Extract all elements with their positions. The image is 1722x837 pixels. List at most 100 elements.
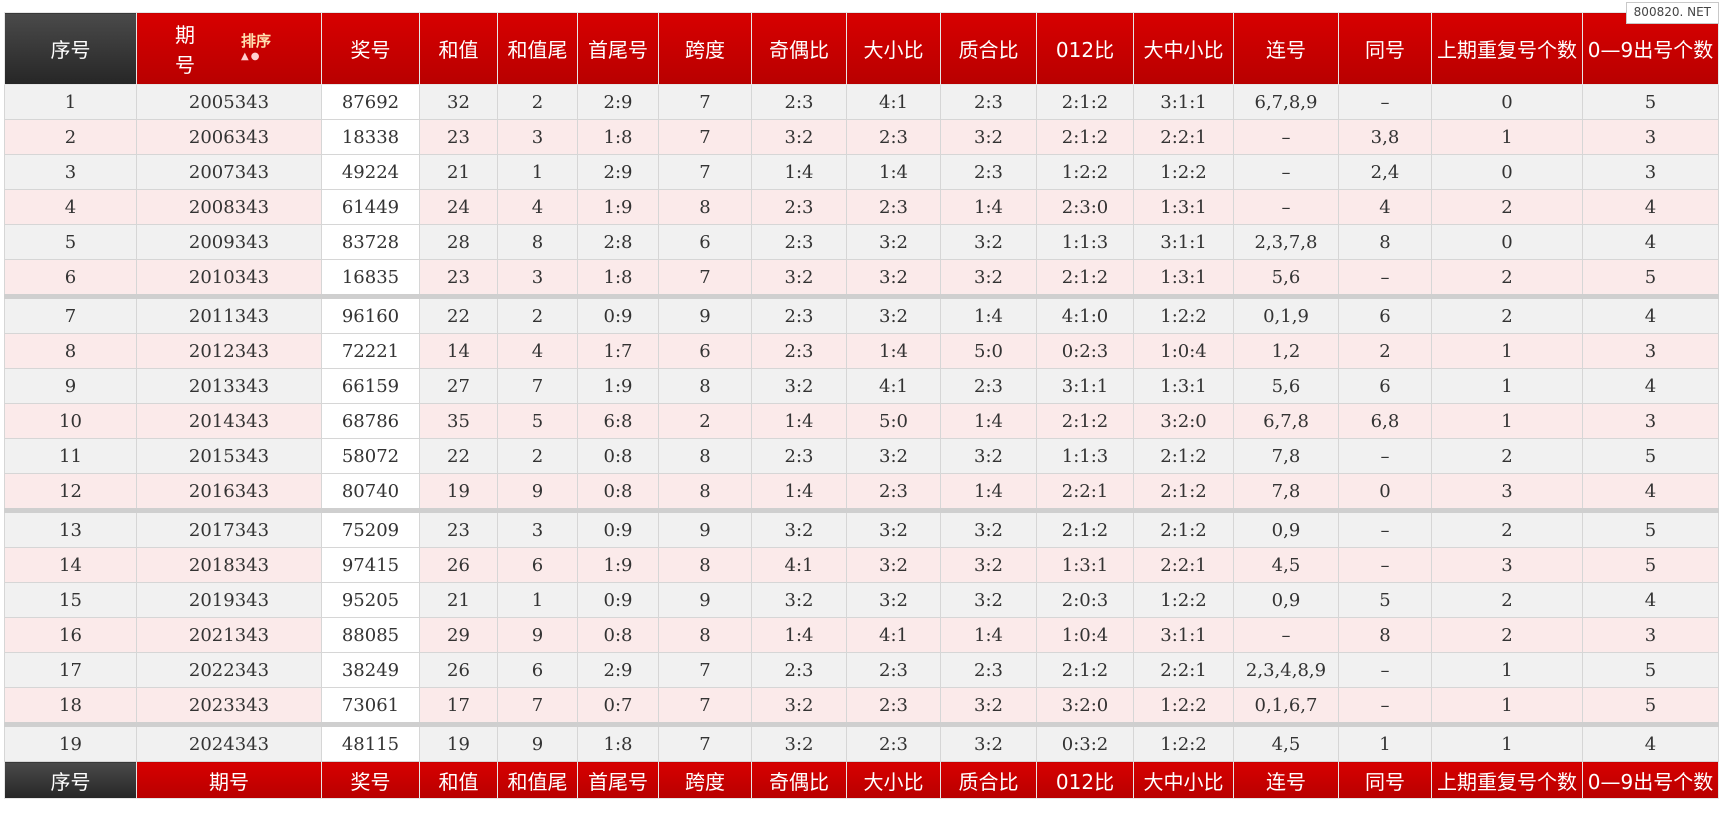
footer-sum: 和值 <box>419 761 498 799</box>
cell-primecomposite: 1:4 <box>940 617 1037 653</box>
cell-bigmidsmall: 1:0:4 <box>1133 333 1234 369</box>
cell-012: 2:1:2 <box>1036 652 1134 688</box>
footer-number: 奖号 <box>321 761 420 799</box>
cell-repeat: 2 <box>1431 617 1583 653</box>
cell-bigsmall: 4:1 <box>846 84 941 120</box>
cell-issue: 2021343 <box>136 617 322 653</box>
cell-oddeven: 2:3 <box>751 438 847 474</box>
cell-count09: 4 <box>1582 582 1719 618</box>
issue-header-top-char: 期 <box>175 23 195 47</box>
table-row: 1 2005343 87692 32 2 2:9 7 2:3 4:1 2:3 2:1:2 3:1:1 6… <box>4 84 1719 120</box>
cell-sum: 21 <box>419 154 498 190</box>
table-row: 4 2008343 61449 24 4 1:9 8 2:3 2:3 1:4 2:3:0 1:3:1–… <box>4 189 1719 225</box>
cell-bigsmall: 3:2 <box>846 294 941 334</box>
col-span-header: 跨度 <box>658 12 752 85</box>
cell-firstlast: 0:8 <box>577 438 659 474</box>
cell-count09: 5 <box>1582 438 1719 474</box>
cell-012: 0:3:2 <box>1036 722 1134 762</box>
cell-bigsmall: 2:3 <box>846 473 941 511</box>
cell-consecutive: 0,9 <box>1233 508 1339 548</box>
cell-oddeven: 4:1 <box>751 547 847 583</box>
cell-repeat: 3 <box>1431 547 1583 583</box>
cell-012: 2:1:2 <box>1036 259 1134 297</box>
sort-arrow-icon[interactable]: ▲● <box>241 51 262 62</box>
cell-count09: 4 <box>1582 473 1719 511</box>
cell-issue: 2017343 <box>136 508 322 548</box>
cell-bigsmall: 1:4 <box>846 154 941 190</box>
cell-firstlast: 0:9 <box>577 582 659 618</box>
cell-bigmidsmall: 2:2:1 <box>1133 547 1234 583</box>
cell-repeat: 2 <box>1431 508 1583 548</box>
cell-012: 2:1:2 <box>1036 119 1134 155</box>
issue-header-bottom-char: 号 <box>175 53 195 77</box>
cell-bigmidsmall: 2:1:2 <box>1133 473 1234 511</box>
cell-seq: 13 <box>4 508 137 548</box>
cell-firstlast: 0:8 <box>577 617 659 653</box>
cell-consecutive: 5,6 <box>1233 259 1339 297</box>
sort-button[interactable]: 排序 <box>241 32 272 50</box>
cell-bigsmall: 2:3 <box>846 722 941 762</box>
cell-number: 66159 <box>321 368 420 404</box>
cell-primecomposite: 3:2 <box>940 119 1037 155</box>
col-seq-header: 序号 <box>4 12 137 85</box>
cell-span: 9 <box>658 508 752 548</box>
cell-firstlast: 0:9 <box>577 294 659 334</box>
cell-sum: 21 <box>419 582 498 618</box>
cell-seq: 15 <box>4 582 137 618</box>
cell-firstlast: 1:8 <box>577 259 659 297</box>
table-row: 6 2010343 16835 23 3 1:8 7 3:2 3:2 3:2 2:1:2 1:3:1 5… <box>4 259 1719 297</box>
cell-bigmidsmall: 2:1:2 <box>1133 438 1234 474</box>
table-row: 16 2021343 88085 29 9 0:8 8 1:4 4:1 1:4 1:0:4 3:1:1… <box>4 617 1719 653</box>
cell-bigmidsmall: 1:2:2 <box>1133 722 1234 762</box>
cell-sumtail: 4 <box>497 189 578 225</box>
table-row: 13 2017343 75209 23 3 0:9 9 3:2 3:2 3:2 2:1:2 2:1:2… <box>4 508 1719 548</box>
cell-firstlast: 2:9 <box>577 652 659 688</box>
cell-repeat: 2 <box>1431 189 1583 225</box>
cell-span: 7 <box>658 259 752 297</box>
cell-count09: 5 <box>1582 652 1719 688</box>
cell-012: 2:2:1 <box>1036 473 1134 511</box>
cell-consecutive: 2,3,7,8 <box>1233 224 1339 260</box>
cell-number: 88085 <box>321 617 420 653</box>
table-row: 10 2014343 68786 35 5 6:8 2 1:4 5:0 1:4 2:1:2 3:2:0… <box>4 403 1719 439</box>
footer-sumtail: 和值尾 <box>497 761 578 799</box>
cell-oddeven: 1:4 <box>751 617 847 653</box>
cell-same: 8 <box>1338 224 1432 260</box>
cell-span: 9 <box>658 294 752 334</box>
cell-consecutive: 5,6 <box>1233 368 1339 404</box>
cell-same: 2 <box>1338 333 1432 369</box>
cell-count09: 5 <box>1582 547 1719 583</box>
cell-count09: 4 <box>1582 722 1719 762</box>
table-row: 9 2013343 66159 27 7 1:9 8 3:2 4:1 2:3 3:1:1 1:3:1 5… <box>4 368 1719 404</box>
cell-number: 72221 <box>321 333 420 369</box>
col-issue-header[interactable]: 期 号 排序 ▲● <box>136 12 322 85</box>
cell-sum: 29 <box>419 617 498 653</box>
cell-number: 58072 <box>321 438 420 474</box>
cell-oddeven: 1:4 <box>751 154 847 190</box>
cell-issue: 2023343 <box>136 687 322 725</box>
cell-seq: 9 <box>4 368 137 404</box>
cell-number: 83728 <box>321 224 420 260</box>
footer-same: 同号 <box>1338 761 1432 799</box>
cell-repeat: 2 <box>1431 294 1583 334</box>
cell-span: 8 <box>658 473 752 511</box>
cell-repeat: 1 <box>1431 722 1583 762</box>
cell-span: 7 <box>658 687 752 725</box>
cell-bigmidsmall: 3:1:1 <box>1133 617 1234 653</box>
cell-span: 8 <box>658 189 752 225</box>
table-row: 15 2019343 95205 21 1 0:9 9 3:2 3:2 3:2 2:0:3 1:2:2… <box>4 582 1719 618</box>
cell-sum: 23 <box>419 508 498 548</box>
cell-number: 95205 <box>321 582 420 618</box>
cell-bigmidsmall: 2:2:1 <box>1133 119 1234 155</box>
cell-count09: 5 <box>1582 508 1719 548</box>
col-sumtail-header: 和值尾 <box>497 12 578 85</box>
cell-span: 7 <box>658 119 752 155</box>
cell-sum: 22 <box>419 294 498 334</box>
cell-primecomposite: 2:3 <box>940 154 1037 190</box>
cell-primecomposite: 3:2 <box>940 722 1037 762</box>
cell-012: 1:2:2 <box>1036 154 1134 190</box>
cell-issue: 2007343 <box>136 154 322 190</box>
cell-sum: 23 <box>419 259 498 297</box>
cell-consecutive: 0,9 <box>1233 582 1339 618</box>
cell-same: 5 <box>1338 582 1432 618</box>
